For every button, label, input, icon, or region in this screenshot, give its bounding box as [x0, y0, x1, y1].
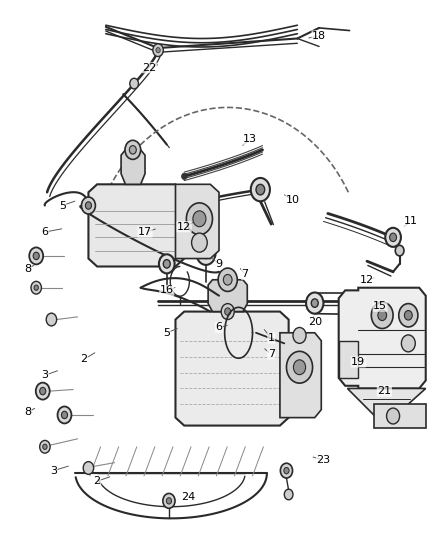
Circle shape [293, 360, 306, 375]
Circle shape [81, 197, 95, 214]
Text: 15: 15 [373, 301, 387, 311]
Text: 8: 8 [24, 264, 31, 274]
Circle shape [218, 268, 237, 292]
Circle shape [191, 233, 207, 252]
Circle shape [129, 146, 136, 154]
Text: 6: 6 [42, 227, 49, 237]
Text: 19: 19 [351, 357, 365, 367]
Polygon shape [176, 184, 219, 259]
Text: 22: 22 [142, 63, 156, 72]
Circle shape [163, 494, 175, 508]
Polygon shape [208, 280, 247, 312]
Text: 13: 13 [243, 134, 257, 144]
Circle shape [395, 245, 404, 256]
Polygon shape [121, 150, 145, 184]
Polygon shape [374, 405, 426, 428]
Circle shape [196, 241, 215, 265]
Circle shape [29, 247, 43, 264]
Text: 7: 7 [241, 270, 249, 279]
Circle shape [130, 78, 138, 89]
Circle shape [280, 463, 293, 478]
Circle shape [306, 293, 323, 314]
Circle shape [193, 211, 206, 227]
Circle shape [166, 498, 172, 504]
Circle shape [163, 260, 170, 268]
Circle shape [284, 467, 289, 474]
Text: 3: 3 [50, 466, 57, 475]
Text: 5: 5 [163, 328, 170, 338]
Polygon shape [176, 312, 289, 425]
Circle shape [311, 299, 318, 308]
Text: 3: 3 [42, 370, 49, 380]
Polygon shape [347, 389, 426, 425]
Circle shape [378, 310, 387, 320]
Text: 12: 12 [360, 274, 374, 285]
Circle shape [399, 304, 418, 327]
Text: 12: 12 [177, 222, 191, 232]
Circle shape [40, 387, 46, 395]
Polygon shape [88, 184, 184, 266]
Circle shape [256, 184, 265, 195]
Circle shape [125, 140, 141, 159]
Circle shape [156, 47, 160, 53]
Circle shape [221, 304, 234, 319]
Circle shape [186, 203, 212, 235]
Text: 18: 18 [312, 31, 326, 41]
Circle shape [286, 351, 313, 383]
Text: 17: 17 [138, 227, 152, 237]
Circle shape [40, 440, 50, 453]
Circle shape [33, 252, 39, 260]
Text: 5: 5 [59, 200, 66, 211]
Circle shape [371, 302, 393, 328]
Text: 20: 20 [307, 317, 322, 327]
Circle shape [153, 44, 163, 56]
Text: 1: 1 [268, 333, 275, 343]
Circle shape [34, 285, 39, 290]
Text: 16: 16 [160, 285, 174, 295]
Polygon shape [339, 288, 426, 389]
Text: 7: 7 [268, 349, 275, 359]
Circle shape [159, 254, 175, 273]
Text: 23: 23 [316, 455, 331, 465]
Circle shape [43, 444, 47, 449]
Text: 2: 2 [81, 354, 88, 364]
Text: 10: 10 [286, 195, 300, 205]
Circle shape [404, 311, 412, 320]
Text: 9: 9 [215, 259, 223, 269]
Circle shape [225, 308, 231, 316]
Circle shape [201, 248, 210, 259]
Circle shape [85, 202, 92, 209]
Circle shape [387, 408, 399, 424]
Circle shape [251, 178, 270, 201]
Text: 8: 8 [24, 407, 31, 417]
Circle shape [385, 228, 401, 247]
Circle shape [284, 489, 293, 500]
Text: 2: 2 [94, 477, 101, 486]
Circle shape [83, 462, 94, 474]
Text: 21: 21 [377, 386, 392, 396]
Text: 11: 11 [403, 216, 417, 227]
Circle shape [223, 274, 232, 285]
Circle shape [46, 313, 57, 326]
Polygon shape [339, 341, 358, 378]
Circle shape [293, 327, 306, 343]
Circle shape [36, 383, 49, 400]
Circle shape [390, 233, 396, 241]
Circle shape [57, 407, 71, 423]
Circle shape [61, 411, 67, 419]
Text: 6: 6 [215, 322, 223, 333]
Text: 24: 24 [181, 492, 196, 502]
Circle shape [401, 335, 415, 352]
Polygon shape [280, 333, 321, 418]
Circle shape [182, 173, 187, 180]
Circle shape [31, 281, 42, 294]
